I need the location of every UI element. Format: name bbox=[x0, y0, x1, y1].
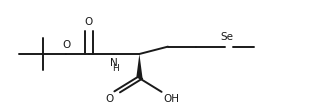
Text: Se: Se bbox=[220, 32, 233, 42]
Text: O: O bbox=[106, 94, 114, 104]
Text: H: H bbox=[112, 64, 119, 73]
Text: O: O bbox=[62, 40, 70, 50]
Text: OH: OH bbox=[163, 94, 179, 104]
Polygon shape bbox=[136, 54, 142, 78]
Text: O: O bbox=[84, 17, 93, 27]
Text: N: N bbox=[110, 58, 118, 68]
